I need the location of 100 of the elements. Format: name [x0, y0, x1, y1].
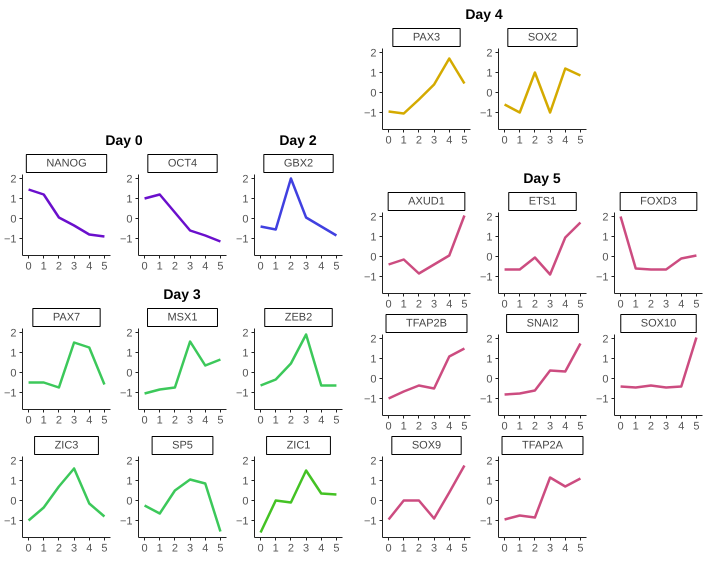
x-tick-label: 5 [217, 542, 224, 554]
x-tick-label: 3 [431, 420, 438, 432]
y-tick-label: −1 [480, 108, 493, 120]
x-tick-label: 3 [663, 298, 670, 310]
x-tick-label: 3 [303, 260, 310, 272]
x-tick-label: 1 [516, 542, 523, 554]
line-series [503, 342, 582, 396]
x-tick-label: 1 [400, 134, 407, 146]
text: Day 5 [523, 169, 561, 188]
line-series [143, 340, 222, 395]
x-tick-label: 2 [56, 260, 62, 272]
y-tick-label: 0 [126, 496, 133, 508]
x-tick-label: 0 [618, 420, 624, 432]
x-tick-label: 3 [547, 542, 554, 554]
x-tick-label: 2 [416, 542, 422, 554]
x-tick-label: 4 [562, 298, 568, 310]
y-tick-label: 1 [370, 354, 377, 366]
y-tick-label: 1 [10, 348, 17, 360]
x-tick-label: 1 [400, 420, 407, 432]
x-tick-label: 5 [461, 420, 468, 432]
x-tick-label: 0 [258, 542, 264, 554]
text: Day 4 [465, 5, 503, 24]
y-tick-label: −1 [4, 234, 17, 246]
y-tick-label: 0 [370, 374, 377, 386]
x-tick-label: 0 [26, 414, 32, 426]
y-tick-label: 0 [10, 368, 17, 380]
x-tick-label: 5 [333, 542, 340, 554]
x-tick-label: 0 [618, 298, 624, 310]
y-tick-label: 1 [126, 194, 133, 206]
chart-title: SOX9 [412, 440, 442, 452]
chart-title: OCT4 [168, 158, 198, 170]
x-tick-label: 4 [86, 542, 92, 554]
y-tick-label: −1 [596, 394, 609, 406]
x-tick-label: 1 [516, 420, 523, 432]
x-tick-label: 2 [172, 260, 178, 272]
x-tick-label: 3 [187, 414, 194, 426]
x-tick-label: 0 [26, 260, 32, 272]
chart-title: ZIC3 [54, 440, 78, 452]
x-tick-label: 0 [26, 542, 32, 554]
x-tick-label: 0 [142, 542, 148, 554]
y-tick-label: 0 [486, 374, 493, 386]
x-tick-label: 5 [101, 542, 108, 554]
y-tick-label: −1 [480, 272, 493, 284]
x-tick-label: 1 [272, 260, 279, 272]
y-tick-label: 1 [486, 354, 493, 366]
y-tick-label: −1 [364, 272, 377, 284]
x-tick-label: 2 [532, 420, 538, 432]
x-tick-label: 1 [40, 260, 47, 272]
line-series [387, 57, 466, 115]
y-tick-label: 0 [370, 88, 377, 100]
x-tick-label: 4 [318, 542, 324, 554]
x-tick-label: 3 [303, 414, 310, 426]
y-tick-label: 2 [370, 212, 377, 224]
x-tick-label: 1 [516, 134, 523, 146]
y-tick-label: 2 [602, 212, 609, 224]
y-tick-label: 2 [486, 48, 493, 60]
x-tick-label: 5 [101, 414, 108, 426]
y-tick-label: 2 [126, 174, 133, 186]
x-tick-label: 3 [431, 298, 438, 310]
x-tick-label: 3 [303, 542, 310, 554]
x-tick-label: 1 [632, 420, 639, 432]
y-tick-label: 2 [602, 334, 609, 346]
x-tick-label: 2 [288, 414, 294, 426]
x-tick-label: 3 [547, 420, 554, 432]
x-tick-label: 2 [172, 542, 178, 554]
y-tick-label: −1 [596, 272, 609, 284]
x-tick-label: 4 [446, 542, 452, 554]
y-tick-label: 1 [126, 348, 133, 360]
line-series [259, 333, 338, 387]
x-tick-label: 2 [288, 542, 294, 554]
x-tick-label: 1 [156, 414, 163, 426]
x-tick-label: 3 [547, 134, 554, 146]
y-tick-label: 1 [486, 232, 493, 244]
x-tick-label: 0 [386, 298, 392, 310]
x-tick-label: 5 [577, 134, 584, 146]
x-tick-label: 0 [502, 420, 508, 432]
y-tick-label: 0 [126, 214, 133, 226]
chart-title: SOX2 [528, 32, 558, 44]
line-series [27, 467, 106, 522]
line-series [619, 215, 698, 271]
x-tick-label: 2 [416, 134, 422, 146]
y-tick-label: 0 [242, 214, 249, 226]
x-tick-label: 4 [86, 414, 92, 426]
y-tick-label: 2 [370, 334, 377, 346]
x-tick-label: 3 [71, 414, 78, 426]
x-tick-label: 5 [333, 414, 340, 426]
x-tick-label: 0 [386, 542, 392, 554]
x-tick-label: 0 [386, 134, 392, 146]
y-tick-label: 1 [370, 68, 377, 80]
x-tick-label: 4 [86, 260, 92, 272]
chart-title: FOXD3 [640, 196, 677, 208]
y-tick-label: 1 [602, 232, 609, 244]
x-tick-label: 3 [663, 420, 670, 432]
y-tick-label: −1 [364, 516, 377, 528]
line-series [259, 469, 338, 534]
x-tick-label: 4 [202, 542, 208, 554]
x-tick-label: 2 [56, 414, 62, 426]
y-tick-label: 1 [486, 68, 493, 80]
line-series [503, 221, 582, 276]
x-tick-label: 4 [318, 260, 324, 272]
